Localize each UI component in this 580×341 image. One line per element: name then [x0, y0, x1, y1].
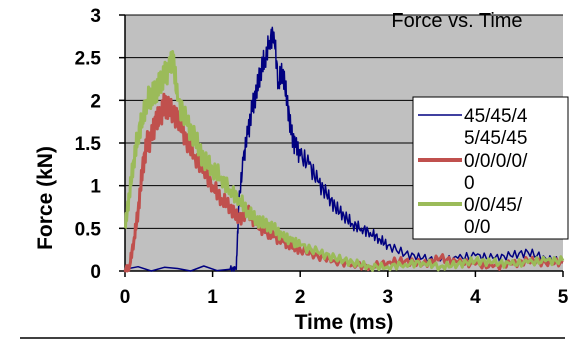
- y-axis-label: Force (kN): [34, 146, 57, 250]
- legend-label-2: 0/0/0/0/: [464, 151, 528, 172]
- x-tick-label: 4: [470, 287, 481, 308]
- series-lines: [123, 26, 565, 273]
- x-tick-label: 3: [383, 287, 394, 308]
- y-tick-label: 3: [90, 6, 101, 27]
- legend-label-1: 45/45/4: [464, 106, 528, 127]
- legend-label-1: 5/45/45: [464, 128, 527, 149]
- y-tick-label: 1.5: [75, 134, 102, 155]
- legend-label-3: 0/0: [464, 217, 490, 238]
- legend: 45/45/45/45/450/0/0/0/00/0/45/0/0: [412, 96, 569, 240]
- chart-title: Force vs. Time: [391, 10, 522, 32]
- axes: [119, 14, 564, 277]
- tick-labels: 0 1 2 3 4 5 0 0.5 1 1.5 2 2.5 3: [75, 6, 569, 308]
- x-axis-label: Time (ms): [295, 311, 394, 334]
- x-tick-label: 5: [558, 287, 569, 308]
- y-tick-label: 1: [90, 177, 101, 198]
- x-tick-label: 0: [120, 287, 131, 308]
- series-line-1: [124, 26, 564, 272]
- y-tick-label: 0.5: [75, 219, 102, 240]
- legend-label-3: 0/0/45/: [464, 195, 523, 216]
- x-tick-label: 2: [295, 287, 306, 308]
- series-line-3: [123, 50, 565, 272]
- y-tick-label: 2: [90, 91, 101, 112]
- x-tick-label: 1: [207, 287, 218, 308]
- legend-box: [412, 96, 569, 240]
- legend-label-2: 0: [464, 173, 475, 194]
- y-tick-label: 0: [90, 262, 101, 283]
- y-tick-label: 2.5: [75, 49, 102, 70]
